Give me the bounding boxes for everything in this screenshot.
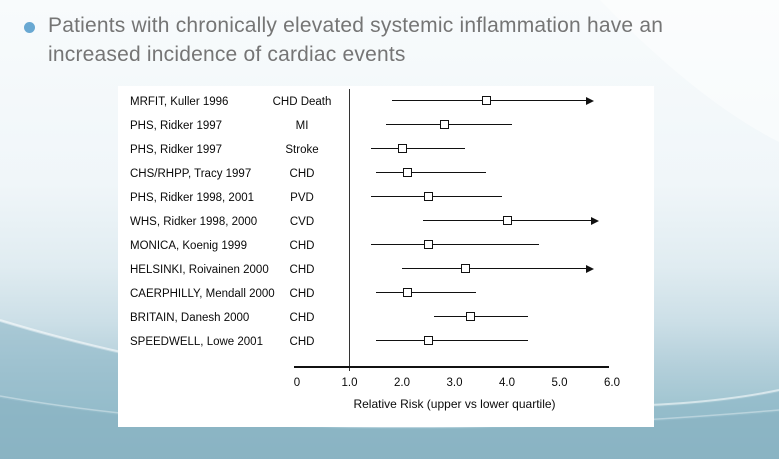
outcome-label: CVD [289, 216, 315, 228]
study-label: PHS, Ridker 1998, 2001 [130, 192, 255, 204]
study-label: CAERPHILLY, Mendall 2000 [130, 288, 275, 300]
outcome-label: CHD [289, 168, 315, 180]
x-tick-label: 0 [293, 377, 301, 389]
circle-bullet-icon [24, 22, 35, 33]
relative-risk-marker [402, 287, 412, 297]
outcome-label: CHD [289, 336, 315, 348]
ci-line [370, 243, 539, 245]
x-axis-title: Relative Risk (upper vs lower quartile) [353, 397, 556, 411]
outcome-label: CHD [289, 240, 315, 252]
ci-line [375, 339, 528, 341]
ci-line [370, 147, 465, 149]
x-tick-label: 3.0 [446, 377, 463, 389]
study-label: SPEEDWELL, Lowe 2001 [130, 336, 263, 348]
reference-line [348, 89, 351, 371]
ci-line [370, 195, 502, 197]
study-label: MRFIT, Kuller 1996 [130, 96, 229, 108]
right-arrow-icon [585, 264, 594, 273]
relative-risk-marker [460, 263, 470, 273]
study-label: CHS/RHPP, Tracy 1997 [130, 168, 252, 180]
ci-line [433, 315, 528, 317]
right-arrow-icon [591, 216, 599, 225]
outcome-label: PVD [290, 192, 314, 204]
ci-line [386, 123, 513, 125]
outcome-label: Stroke [285, 144, 319, 156]
outcome-label: CHD Death [272, 96, 332, 108]
outcome-label: CHD [289, 288, 315, 300]
x-tick-label: 5.0 [551, 377, 568, 389]
forest-plot-panel: MRFIT, Kuller 1996 CHD Death PHS, Ridker 1… [118, 86, 654, 427]
study-label: WHS, Ridker 1998, 2000 [130, 216, 258, 228]
relative-risk-marker [423, 335, 433, 345]
ci-line [375, 291, 476, 293]
outcome-label: MI [295, 120, 309, 132]
wave-band-2 [0, 398, 779, 459]
relative-risk-marker [439, 119, 449, 129]
relative-risk-marker [402, 167, 412, 177]
study-label: PHS, Ridker 1997 [130, 120, 223, 132]
study-label: BRITAIN, Danesh 2000 [130, 312, 250, 324]
x-tick-label: 1.0 [341, 377, 358, 389]
ci-line [375, 171, 486, 173]
x-tick-label: 4.0 [499, 377, 515, 389]
relative-risk-marker [502, 215, 512, 225]
x-tick-label: 6.0 [604, 377, 620, 389]
x-tick-label: 2.0 [394, 377, 410, 389]
relative-risk-marker [423, 191, 433, 201]
study-label: MONICA, Koenig 1999 [130, 240, 247, 252]
top-right-swoosh [600, 0, 779, 142]
relative-risk-marker [423, 239, 433, 249]
study-label: PHS, Ridker 1997 [130, 144, 223, 156]
page-title: Patients with chronically elevated syste… [48, 14, 664, 66]
right-arrow-icon [585, 96, 594, 105]
relative-risk-marker [465, 311, 475, 321]
relative-risk-marker [481, 95, 491, 105]
outcome-label: CHD [289, 264, 315, 276]
x-axis-line [294, 366, 609, 368]
ci-line [402, 267, 586, 269]
study-label: HELSINKI, Roivainen 2000 [130, 264, 269, 276]
relative-risk-marker [397, 143, 407, 153]
outcome-label: CHD [289, 312, 315, 324]
